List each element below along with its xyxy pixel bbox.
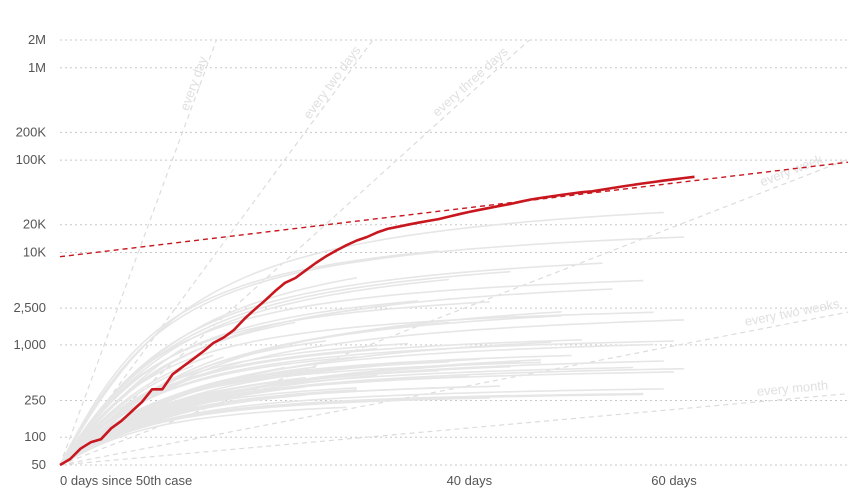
- background-series-line: [59, 343, 654, 466]
- background-series-line: [59, 236, 685, 466]
- doubling-guide-label: every two days: [300, 43, 364, 122]
- background-series-line: [59, 300, 419, 466]
- doubling-guide-line: [59, 158, 848, 466]
- y-tick-label: 20K: [23, 217, 46, 232]
- highlight-series-line: [59, 175, 695, 467]
- background-series-line: [59, 315, 562, 466]
- doubling-guide-label: every month: [756, 377, 829, 398]
- background-series-line: [59, 385, 501, 466]
- trend-layer: [59, 161, 848, 258]
- background-series-line: [59, 311, 654, 466]
- background-series-line: [59, 359, 460, 466]
- trend-line: [59, 161, 848, 258]
- y-tick-label: 250: [24, 392, 46, 407]
- y-tick-label: 2M: [28, 32, 46, 47]
- y-tick-label: 50: [32, 457, 46, 472]
- x-axis-ticks: 0 days since 50th case 40 days 60 days: [60, 473, 697, 488]
- x-tick-label: 60 days: [651, 473, 697, 488]
- background-series-line: [59, 270, 511, 466]
- x-tick-label: 40 days: [447, 473, 493, 488]
- doubling-guide-line: [59, 39, 374, 466]
- background-series-line: [59, 319, 685, 466]
- background-series-line: [59, 250, 439, 466]
- background-series-line: [59, 376, 306, 466]
- y-tick-label: 2,500: [13, 300, 46, 315]
- doubling-guide-line: [59, 39, 218, 466]
- doubling-guide-label: every day: [177, 54, 211, 113]
- y-axis-ticks: 2M 1M 200K 100K 20K 10K 2,500 1,000 250 100 50: [13, 32, 46, 472]
- doubling-guide-label: every week: [758, 151, 825, 189]
- doubling-guide-line: [59, 39, 530, 466]
- background-series-line: [59, 305, 388, 466]
- y-tick-label: 10K: [23, 245, 46, 260]
- y-tick-label: 100: [24, 429, 46, 444]
- doubling-guide-line: [59, 393, 848, 466]
- doubling-guide-line: [59, 311, 848, 466]
- background-series-line: [59, 406, 347, 466]
- doubling-guide-label: every three days: [429, 44, 511, 120]
- highlight-layer: [59, 175, 695, 467]
- y-tick-label: 100K: [16, 152, 47, 167]
- y-tick-label: 200K: [16, 124, 47, 139]
- background-series-line: [59, 211, 664, 466]
- background-series-line: [59, 367, 685, 466]
- doubling-guide-label: every two weeks: [743, 296, 841, 329]
- y-tick-label: 1M: [28, 60, 46, 75]
- background-series-line: [59, 354, 572, 466]
- background-series: [59, 211, 685, 466]
- x-tick-label: 0 days since 50th case: [60, 473, 192, 488]
- background-series-line: [59, 262, 603, 466]
- background-series-line: [59, 342, 408, 466]
- background-series-line: [59, 388, 664, 466]
- y-tick-label: 1,000: [13, 337, 46, 352]
